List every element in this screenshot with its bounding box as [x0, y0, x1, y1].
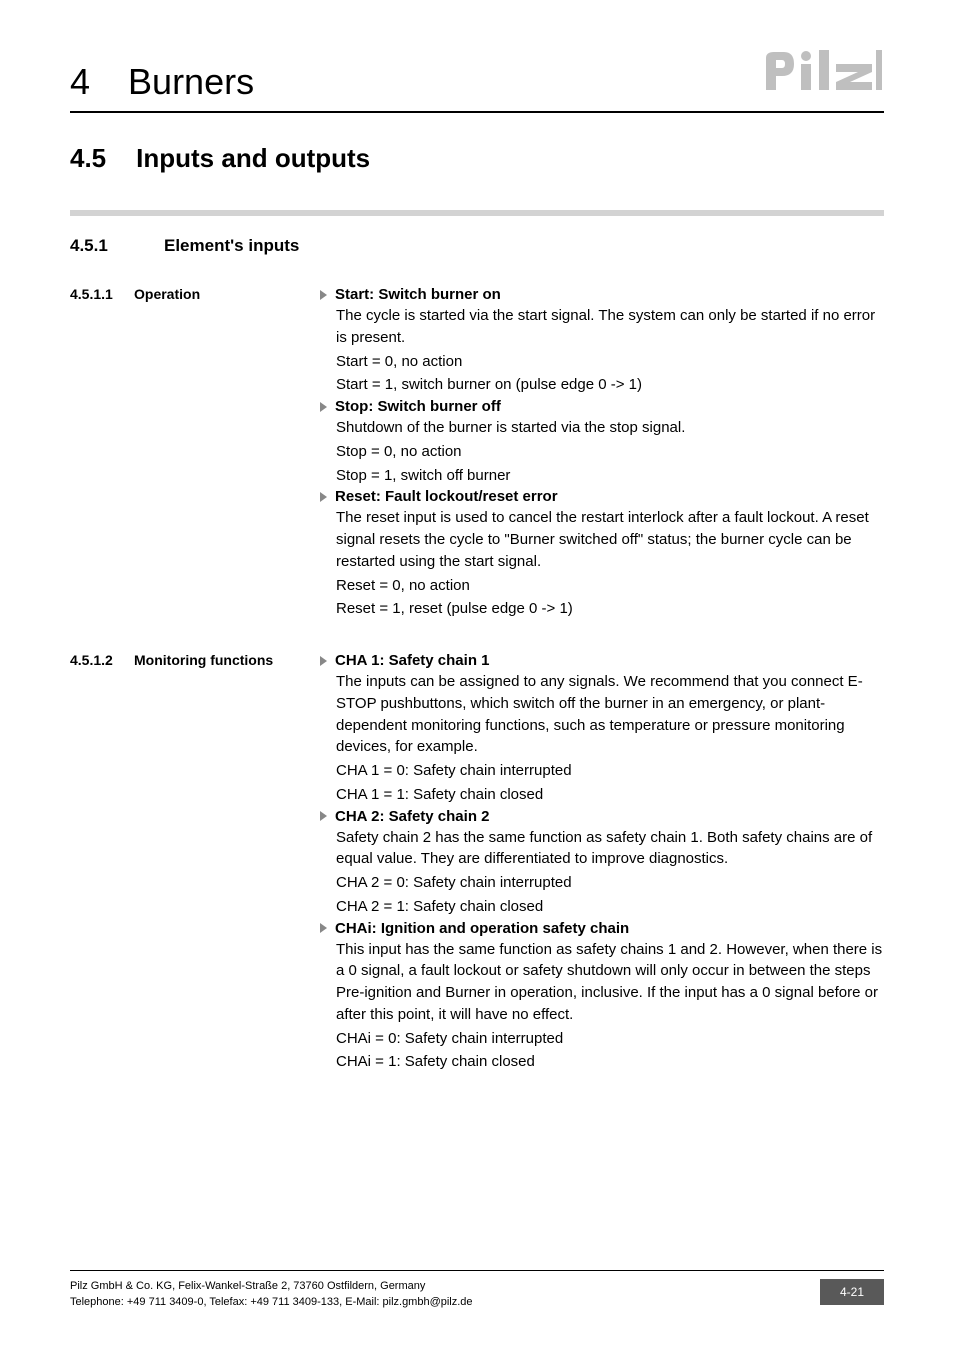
bullet-body-line: This input has the same function as safe…	[336, 939, 884, 1026]
bullet-title: Start: Switch burner on	[335, 286, 501, 303]
bullet-head: CHA 2: Safety chain 2	[320, 808, 884, 825]
bullet-head: Reset: Fault lockout/reset error	[320, 488, 884, 505]
page-footer: Pilz GmbH & Co. KG, Felix-Wankel-Straße …	[70, 1270, 884, 1310]
section-title: Inputs and outputs	[136, 143, 370, 174]
bullet-body-line: Stop = 1, switch off burner	[336, 465, 884, 487]
triangle-bullet-icon	[320, 290, 327, 300]
bullet-item: CHA 1: Safety chain 1 The inputs can be a…	[320, 652, 884, 806]
bullet-body-line: Reset = 0, no action	[336, 575, 884, 597]
content-block: 4.5.1.2Monitoring functionsCHA 1: Safety…	[70, 652, 884, 1075]
footer-text: Pilz GmbH & Co. KG, Felix-Wankel-Straße …	[70, 1279, 473, 1310]
page-number-badge: 4-21	[820, 1279, 884, 1305]
bullet-body-line: CHA 2 = 0: Safety chain interrupted	[336, 872, 884, 894]
bullet-body-line: The cycle is started via the start signa…	[336, 305, 884, 349]
bullet-body-line: CHA 1 = 0: Safety chain interrupted	[336, 760, 884, 782]
subsubsection-title: Monitoring functions	[134, 652, 273, 668]
footer-line-2: Telephone: +49 711 3409-0, Telefax: +49 …	[70, 1295, 473, 1310]
bullet-head: Start: Switch burner on	[320, 286, 884, 303]
page-header: 4 Burners	[70, 50, 884, 113]
bullet-body-line: Reset = 1, reset (pulse edge 0 -> 1)	[336, 598, 884, 620]
bullet-item: Start: Switch burner on The cycle is star…	[320, 286, 884, 396]
bullet-list: CHA 1: Safety chain 1 The inputs can be a…	[320, 652, 884, 1075]
bullet-list: Start: Switch burner on The cycle is star…	[320, 286, 884, 622]
triangle-bullet-icon	[320, 811, 327, 821]
bullet-title: CHA 2: Safety chain 2	[335, 808, 490, 825]
section-number: 4.5	[70, 143, 106, 174]
subsubsection-title: Operation	[134, 286, 200, 302]
bullet-item: CHA 2: Safety chain 2 Safety chain 2 has …	[320, 808, 884, 918]
bullet-title: Stop: Switch burner off	[335, 398, 501, 415]
bullet-body-line: CHAi = 1: Safety chain closed	[336, 1051, 884, 1073]
subsection-number: 4.5.1	[70, 236, 134, 256]
subsubsection-number: 4.5.1.1	[70, 286, 134, 302]
bullet-body-line: Start = 1, switch burner on (pulse edge …	[336, 374, 884, 396]
triangle-bullet-icon	[320, 923, 327, 933]
bullet-body-line: CHA 2 = 1: Safety chain closed	[336, 896, 884, 918]
subsubsection-heading: 4.5.1.2Monitoring functions	[70, 652, 320, 1075]
bullet-head: Stop: Switch burner off	[320, 398, 884, 415]
bullet-title: CHAi: Ignition and operation safety chai…	[335, 920, 629, 937]
bullet-body-line: Safety chain 2 has the same function as …	[336, 827, 884, 871]
section-heading: 4.5 Inputs and outputs	[70, 143, 884, 174]
chapter-heading: 4 Burners	[70, 61, 254, 103]
subsection-title: Element's inputs	[164, 236, 299, 256]
bullet-head: CHA 1: Safety chain 1	[320, 652, 884, 669]
chapter-title: Burners	[128, 61, 254, 103]
bullet-body-line: Stop = 0, no action	[336, 441, 884, 463]
subsubsection-number: 4.5.1.2	[70, 652, 134, 668]
bullet-item: Stop: Switch burner off Shutdown of the b…	[320, 398, 884, 486]
bullet-body-line: Start = 0, no action	[336, 351, 884, 373]
bullet-title: CHA 1: Safety chain 1	[335, 652, 490, 669]
bullet-body-line: The reset input is used to cancel the re…	[336, 507, 884, 572]
bullet-body-line: CHA 1 = 1: Safety chain closed	[336, 784, 884, 806]
bullet-title: Reset: Fault lockout/reset error	[335, 488, 558, 505]
content-area: 4.5.1.1Operation Start: Switch burner on T…	[70, 286, 884, 1075]
pilz-logo	[764, 50, 884, 99]
bullet-item: Reset: Fault lockout/reset error The rese…	[320, 488, 884, 620]
footer-line-1: Pilz GmbH & Co. KG, Felix-Wankel-Straße …	[70, 1279, 473, 1294]
section-divider	[70, 210, 884, 216]
triangle-bullet-icon	[320, 402, 327, 412]
bullet-body-line: CHAi = 0: Safety chain interrupted	[336, 1028, 884, 1050]
chapter-number: 4	[70, 61, 90, 103]
bullet-body-line: Shutdown of the burner is started via th…	[336, 417, 884, 439]
triangle-bullet-icon	[320, 492, 327, 502]
subsubsection-heading: 4.5.1.1Operation	[70, 286, 320, 622]
bullet-body-line: The inputs can be assigned to any signal…	[336, 671, 884, 758]
bullet-head: CHAi: Ignition and operation safety chai…	[320, 920, 884, 937]
content-block: 4.5.1.1Operation Start: Switch burner on T…	[70, 286, 884, 622]
triangle-bullet-icon	[320, 656, 327, 666]
subsection-heading: 4.5.1 Element's inputs	[70, 236, 884, 256]
bullet-item: CHAi: Ignition and operation safety chai…	[320, 920, 884, 1074]
